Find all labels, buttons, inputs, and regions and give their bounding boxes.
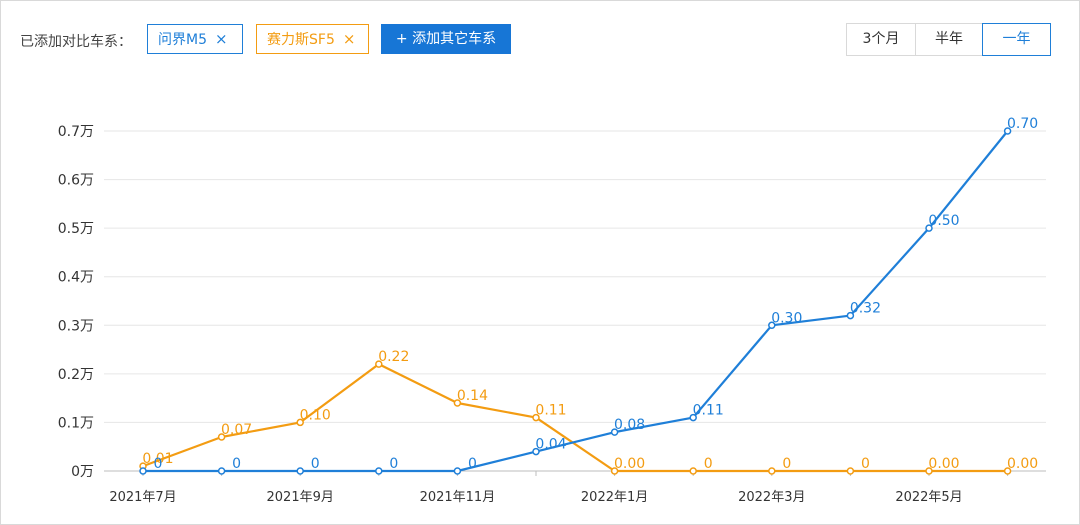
data-label: 0.11	[535, 403, 566, 419]
data-label: 0.22	[378, 349, 409, 365]
compare-label: 已添加对比车系：	[20, 34, 132, 50]
data-label: 0.14	[457, 388, 488, 404]
data-point	[296, 418, 304, 427]
data-label: 0.04	[535, 437, 566, 453]
range-half-year-button[interactable]: 半年	[915, 23, 983, 56]
series-line-wenjie-m5	[143, 130, 1009, 473]
data-label: 0	[389, 456, 398, 472]
data-point	[610, 428, 619, 436]
data-point	[846, 311, 855, 320]
data-label: 0	[311, 456, 320, 472]
y-tick-label: 0.7万	[58, 124, 94, 140]
data-label: 0	[704, 456, 713, 472]
data-point	[139, 467, 147, 475]
data-label: 0.30	[771, 310, 802, 326]
chip-label: 赛力斯SF5	[267, 32, 335, 48]
data-point	[217, 467, 226, 475]
series-line-seres-sf5	[142, 363, 1008, 473]
data-point	[925, 224, 933, 232]
y-tick-label: 0.2万	[58, 367, 94, 383]
data-point	[453, 399, 462, 407]
x-tick-label: 2021年9月	[267, 490, 334, 505]
time-range-selector: 3个月 半年 一年	[846, 23, 1051, 56]
data-point	[217, 433, 226, 441]
data-label: 0.00	[1007, 456, 1038, 472]
data-label: 0.10	[300, 407, 331, 423]
x-tick-label: 2022年5月	[895, 490, 962, 505]
range-3-months-button[interactable]: 3个月	[846, 23, 916, 56]
data-point	[689, 413, 697, 422]
data-point	[453, 467, 462, 475]
data-point	[768, 467, 776, 475]
close-icon[interactable]: ×	[215, 30, 228, 48]
data-label: 0	[861, 456, 870, 472]
data-label: 0.11	[693, 403, 724, 419]
data-label: 0	[468, 456, 477, 472]
x-tick-label: 2021年7月	[109, 490, 176, 505]
data-point	[1003, 467, 1012, 475]
data-label: 0.00	[614, 456, 645, 472]
data-point	[1003, 127, 1012, 135]
close-icon[interactable]: ×	[342, 30, 356, 48]
data-point	[846, 467, 855, 475]
compare-chip-seres-sf5[interactable]: 赛力斯SF5 ×	[256, 24, 369, 54]
data-label: 0.00	[928, 456, 959, 472]
data-label: 0	[154, 456, 163, 472]
data-point	[925, 467, 933, 475]
y-tick-label: 0.1万	[58, 415, 94, 431]
data-label: 0.32	[850, 301, 881, 317]
data-label: 0.50	[928, 213, 959, 229]
data-label: 0.08	[614, 417, 645, 433]
data-point	[296, 467, 304, 475]
data-label: 0.01	[142, 451, 173, 467]
data-point	[375, 467, 383, 475]
y-tick-label: 0.4万	[58, 270, 94, 286]
y-tick-label: 0.6万	[58, 173, 94, 189]
y-tick-label: 0万	[71, 464, 94, 480]
data-point	[375, 360, 383, 368]
x-tick-label: 2022年1月	[581, 490, 648, 505]
data-point	[689, 467, 697, 475]
add-series-button[interactable]: + 添加其它车系	[381, 24, 511, 54]
data-point	[532, 413, 540, 422]
data-point	[610, 467, 619, 475]
compare-chip-wenjie-m5[interactable]: 问界M5 ×	[147, 24, 243, 54]
data-label: 0	[232, 456, 241, 472]
data-point	[768, 321, 776, 330]
data-label: 0.07	[221, 422, 252, 438]
y-tick-label: 0.3万	[58, 318, 94, 334]
x-tick-label: 2021年11月	[420, 490, 496, 505]
data-point	[532, 447, 540, 456]
x-tick-label: 2022年3月	[738, 490, 805, 505]
range-one-year-button[interactable]: 一年	[982, 23, 1051, 56]
y-tick-label: 0.5万	[58, 221, 94, 237]
chip-label: 问界M5	[158, 32, 207, 48]
data-label: 0.70	[1007, 116, 1038, 132]
data-label: 0	[782, 456, 791, 472]
